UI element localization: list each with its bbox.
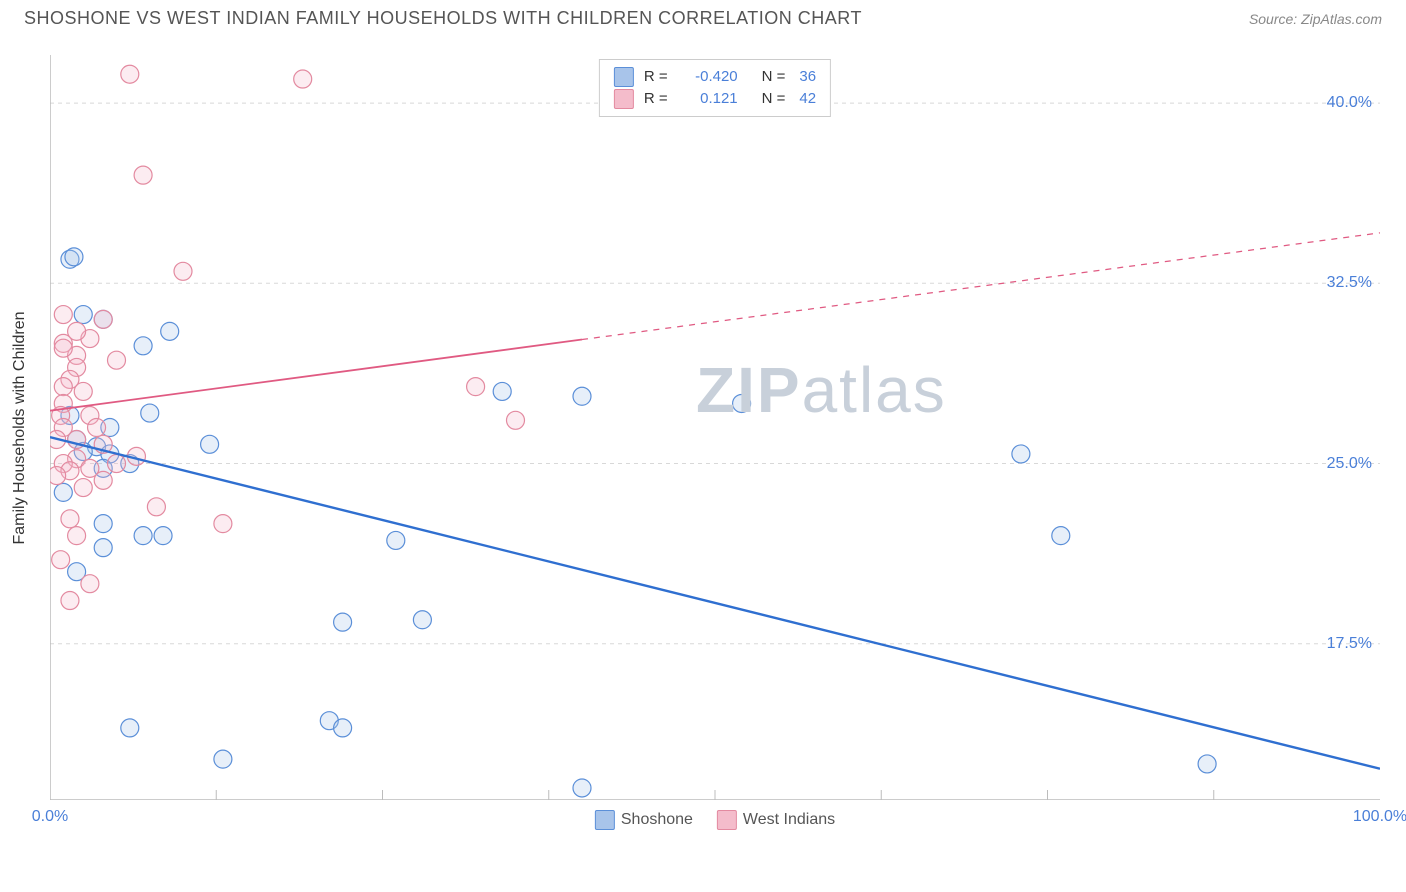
source-label: Source: ZipAtlas.com xyxy=(1249,11,1382,27)
y-axis-label: Family Households with Children xyxy=(11,311,29,544)
x-tick-label: 100.0% xyxy=(1353,808,1406,826)
legend-row: R = -0.420 N = 36 xyxy=(614,66,816,88)
y-tick-label: 32.5% xyxy=(1327,274,1372,292)
legend-r-value: -0.420 xyxy=(682,66,738,88)
legend-row: R = 0.121 N = 42 xyxy=(614,88,816,110)
legend-swatch xyxy=(717,810,737,830)
legend-r-label: R = xyxy=(644,88,668,110)
series-legend: Shoshone West Indians xyxy=(595,810,835,830)
y-tick-label: 40.0% xyxy=(1327,94,1372,112)
legend-swatch xyxy=(595,810,615,830)
x-tick-label: 0.0% xyxy=(32,808,68,826)
legend-swatch xyxy=(614,67,634,87)
scatter-plot xyxy=(50,55,1380,800)
legend-swatch xyxy=(614,89,634,109)
y-tick-label: 17.5% xyxy=(1327,635,1372,653)
chart-title: SHOSHONE VS WEST INDIAN FAMILY HOUSEHOLD… xyxy=(24,8,862,29)
series-legend-item: West Indians xyxy=(717,810,835,830)
correlation-legend: R = -0.420 N = 36 R = 0.121 N = 42 xyxy=(599,59,831,117)
legend-r-value: 0.121 xyxy=(682,88,738,110)
y-tick-label: 25.0% xyxy=(1327,455,1372,473)
chart-area: Family Households with Children R =-0.42… xyxy=(50,55,1380,800)
series-legend-label: West Indians xyxy=(743,811,835,829)
legend-n-label: N = xyxy=(762,66,786,88)
legend-n-value: 42 xyxy=(799,88,816,110)
legend-n-value: 36 xyxy=(799,66,816,88)
series-legend-item: Shoshone xyxy=(595,810,693,830)
legend-r-label: R = xyxy=(644,66,668,88)
series-legend-label: Shoshone xyxy=(621,811,693,829)
legend-n-label: N = xyxy=(762,88,786,110)
